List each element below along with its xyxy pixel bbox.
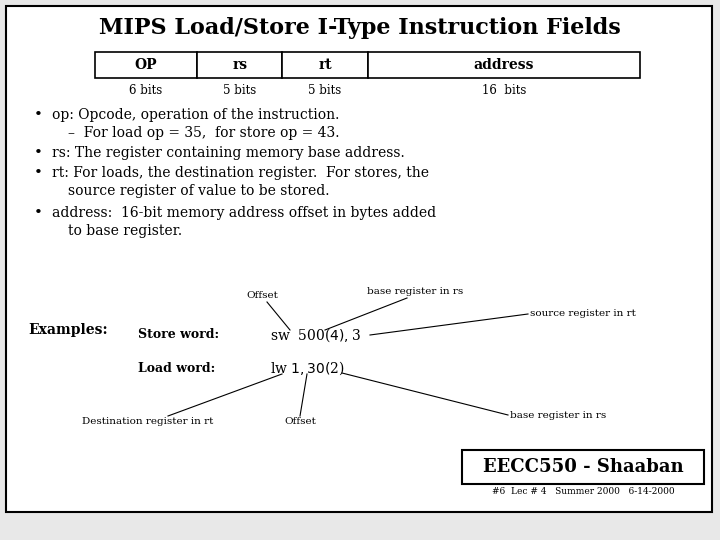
- Text: source register in rt: source register in rt: [530, 309, 636, 319]
- Text: •: •: [34, 166, 42, 180]
- Text: lw $1, 30($2): lw $1, 30($2): [270, 359, 345, 377]
- Text: to base register.: to base register.: [68, 224, 182, 238]
- Text: MIPS Load/Store I-Type Instruction Fields: MIPS Load/Store I-Type Instruction Field…: [99, 17, 621, 39]
- Text: 5 bits: 5 bits: [308, 84, 341, 98]
- Bar: [95, 52, 197, 78]
- Text: rt: For loads, the destination register.  For stores, the: rt: For loads, the destination register.…: [52, 166, 429, 180]
- Text: op: Opcode, operation of the instruction.: op: Opcode, operation of the instruction…: [52, 108, 339, 122]
- Text: •: •: [34, 146, 42, 160]
- Text: #6  Lec # 4   Summer 2000   6-14-2000: #6 Lec # 4 Summer 2000 6-14-2000: [492, 488, 675, 496]
- Text: sw  500($4), $3: sw 500($4), $3: [270, 326, 361, 344]
- Text: 5 bits: 5 bits: [223, 84, 256, 98]
- Text: Examples:: Examples:: [28, 323, 107, 337]
- Text: rs: rs: [233, 58, 248, 72]
- Text: 16  bits: 16 bits: [482, 84, 526, 98]
- Text: base register in rs: base register in rs: [367, 287, 463, 296]
- Text: EECC550 - Shaaban: EECC550 - Shaaban: [482, 458, 683, 476]
- Text: base register in rs: base register in rs: [510, 410, 606, 420]
- Text: rt: rt: [318, 58, 332, 72]
- Bar: [367, 52, 640, 78]
- Text: •: •: [34, 108, 42, 122]
- Text: Destination register in rt: Destination register in rt: [82, 417, 214, 427]
- Text: Offset: Offset: [246, 292, 278, 300]
- Text: OP: OP: [135, 58, 158, 72]
- Text: source register of value to be stored.: source register of value to be stored.: [68, 184, 330, 198]
- Text: Offset: Offset: [284, 417, 316, 427]
- Text: Store word:: Store word:: [138, 328, 219, 341]
- Bar: [197, 52, 282, 78]
- Text: Load word:: Load word:: [138, 361, 215, 375]
- Text: –  For load op = 35,  for store op = 43.: – For load op = 35, for store op = 43.: [68, 126, 340, 140]
- Text: address:  16-bit memory address offset in bytes added: address: 16-bit memory address offset in…: [52, 206, 436, 220]
- Bar: [282, 52, 367, 78]
- Text: address: address: [474, 58, 534, 72]
- Text: 6 bits: 6 bits: [130, 84, 163, 98]
- Text: rs: The register containing memory base address.: rs: The register containing memory base …: [52, 146, 405, 160]
- Bar: [462, 450, 704, 484]
- Text: •: •: [34, 206, 42, 220]
